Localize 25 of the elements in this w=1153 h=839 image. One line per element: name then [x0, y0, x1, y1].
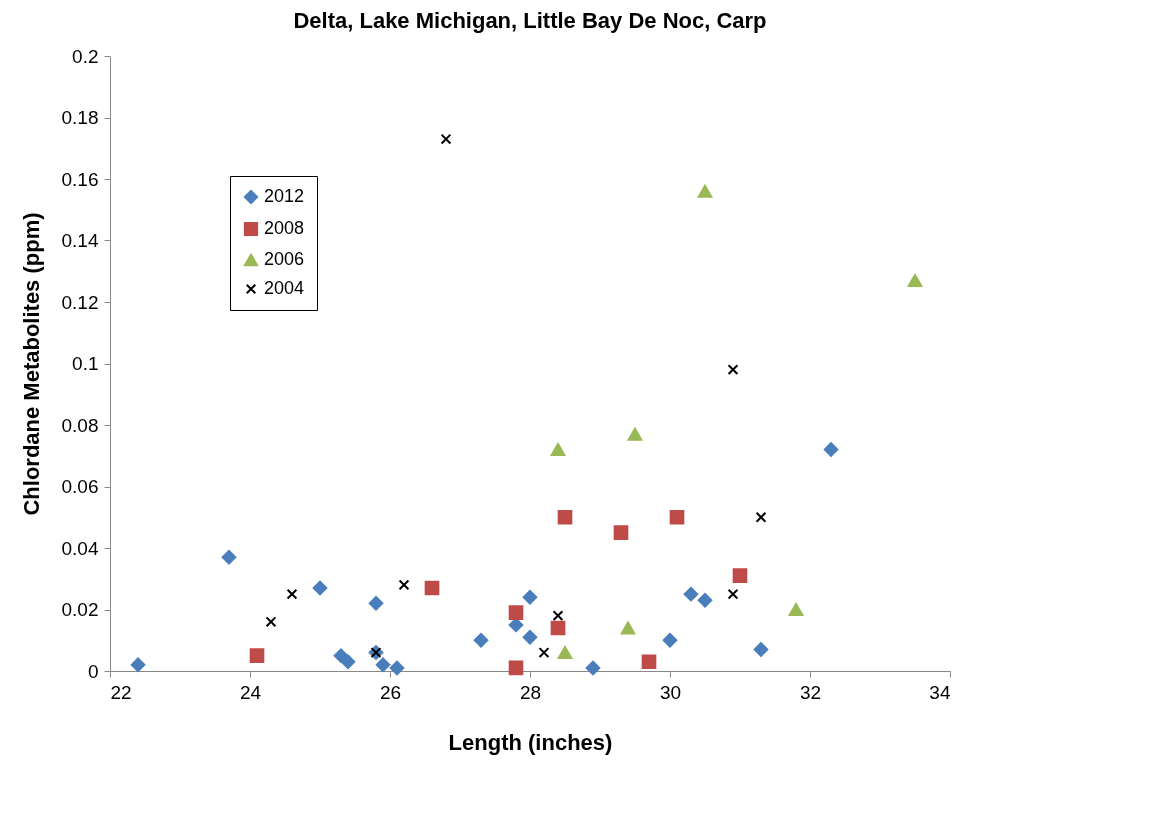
x-tick-label: 34 — [929, 681, 951, 703]
legend-label: 2004 — [264, 278, 305, 298]
y-tick-label: 0.14 — [61, 230, 99, 251]
legend-label: 2006 — [264, 249, 305, 269]
y-tick-label: 0.06 — [61, 476, 99, 497]
x-tick-label: 28 — [519, 681, 542, 703]
x-tick-label: 22 — [110, 681, 132, 703]
y-tick-label: 0.08 — [61, 414, 99, 436]
x-tick-label: 32 — [799, 681, 822, 703]
y-tick-label: 0.04 — [61, 537, 99, 559]
chart-title: Delta, Lake Michigan, Little Bay De Noc, Carp — [293, 8, 767, 33]
x-tick-label: 24 — [239, 681, 262, 703]
x-tick-label: 26 — [379, 681, 402, 703]
legend-label: 2008 — [264, 218, 305, 238]
y-axis-title: Chlordane Metabolites (ppm) — [18, 212, 44, 516]
x-tick-label: 30 — [659, 681, 682, 703]
y-tick-label: 0.16 — [61, 168, 99, 190]
x-axis-title: Length (inches) — [448, 729, 613, 755]
y-tick-label: 0.1 — [72, 353, 99, 374]
y-tick-label: 0.2 — [72, 45, 99, 67]
y-tick-label: 0 — [87, 660, 99, 682]
y-tick-label: 0.18 — [61, 107, 99, 128]
y-tick-label: 0.02 — [61, 599, 99, 620]
y-tick-label: 0.12 — [61, 291, 99, 313]
legend-label: 2012 — [264, 186, 305, 206]
